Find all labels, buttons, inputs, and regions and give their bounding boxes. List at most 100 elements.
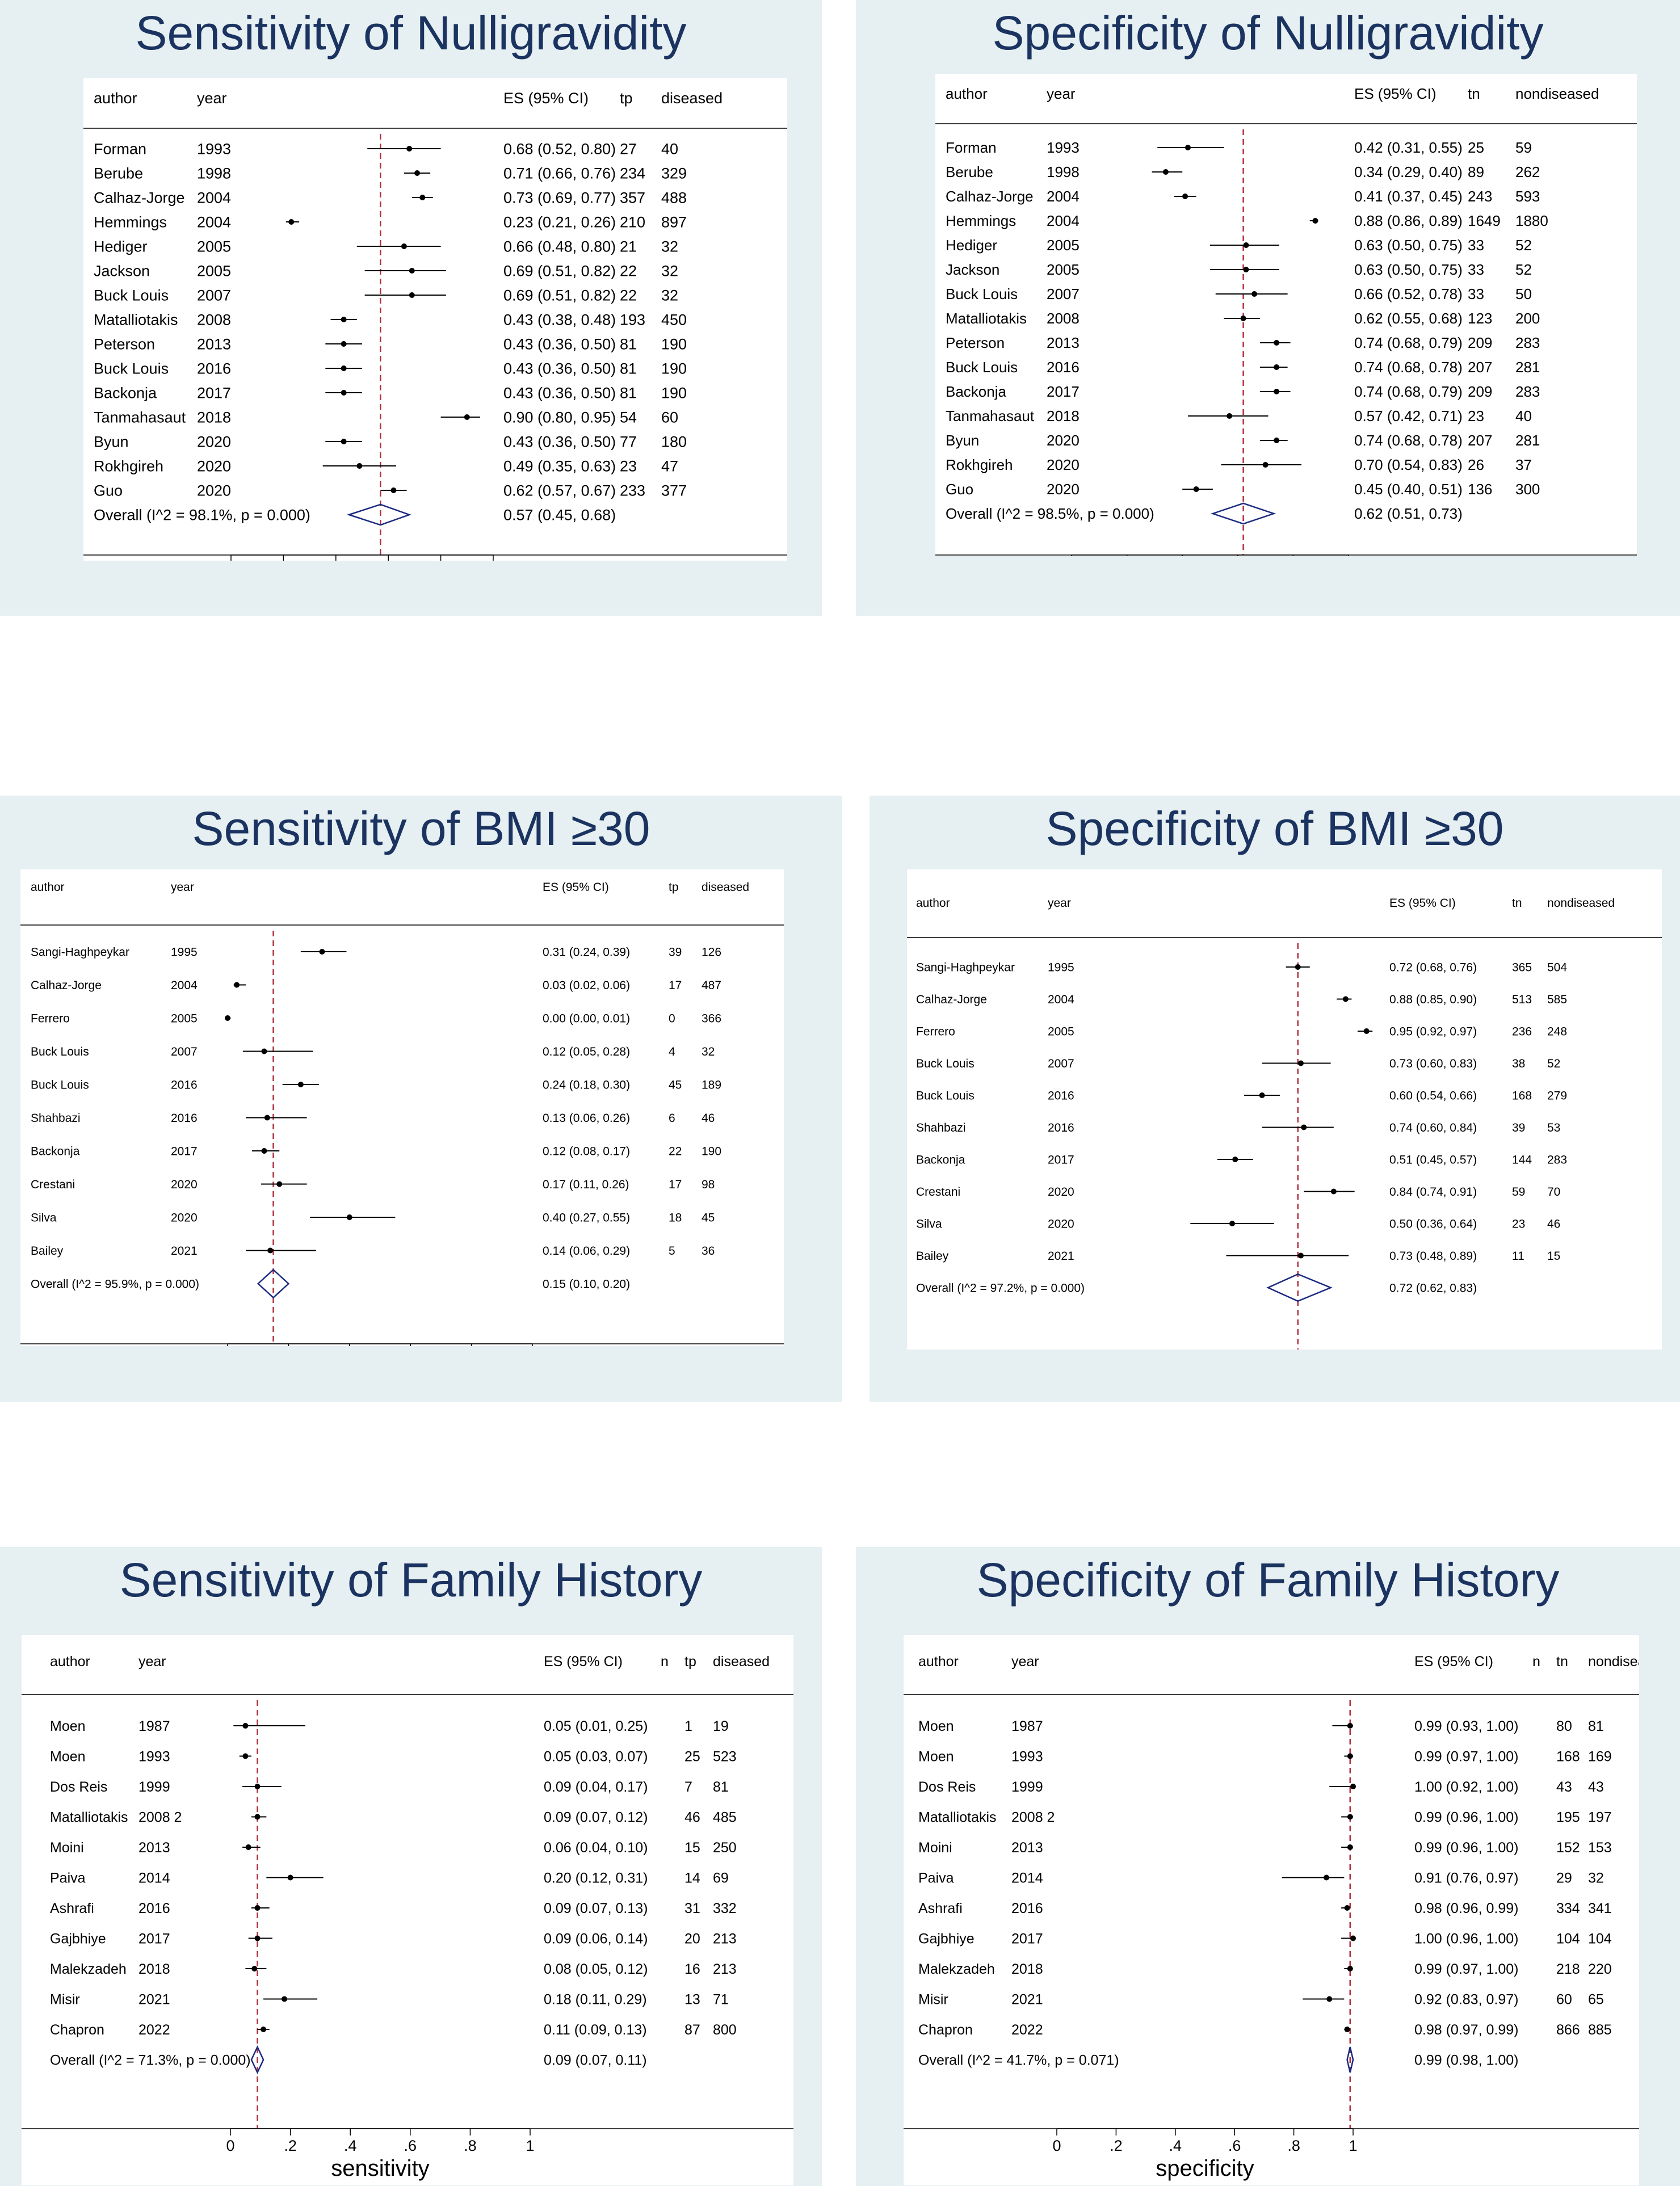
column-header: ES (95% CI) [543,881,609,894]
study-ci-label: 0.98 (0.96, 0.99) [1414,1901,1518,1916]
point-estimate [1344,2027,1350,2032]
overall-diamond [250,2045,264,2074]
column-header: diseased [661,90,723,107]
study-year: 1993 [1011,1748,1043,1764]
study-ci-label: 0.31 (0.24, 0.39) [543,945,630,959]
study-row: Moen 1987 0.99 (0.93, 1.00) 80 81 [918,1718,1604,1734]
study-author: Bailey [916,1250,949,1263]
study-row: Calhaz-Jorge 2004 0.03 (0.02, 0.06) 17 487 [31,979,721,992]
study-author: Ashrafi [50,1901,94,1916]
study-count: 47 [661,457,678,474]
study-count: 248 [1547,1025,1567,1038]
study-count: 45 [702,1211,715,1224]
overall-row: Overall (I^2 = 95.9%, p = 0.000) 0.15 (0.… [31,1268,630,1299]
study-count: 25 [684,1748,700,1764]
overall-row: Overall (I^2 = 71.3%, p = 0.000) 0.09 (0.… [50,2045,647,2074]
study-year: 2005 [171,1012,198,1025]
study-author: Buck Louis [94,360,169,377]
point-estimate [401,243,407,249]
study-ci-label: 0.51 (0.45, 0.57) [1389,1153,1477,1166]
study-ci-label: 0.03 (0.02, 0.06) [543,979,630,992]
point-estimate [356,463,363,469]
x-axis: 0 .2 .4 .6 .8 1 specificity [1052,2128,1358,2181]
point-estimate [242,1753,249,1759]
study-count: 31 [684,1901,700,1916]
study-author: Shahbazi [916,1121,966,1134]
point-estimate [1274,340,1280,346]
study-author: Byun [946,432,979,449]
study-author: Buck Louis [31,1078,89,1091]
study-count: 366 [702,1012,721,1025]
study-count: 39 [669,945,682,959]
column-header: ES (95% CI) [1389,897,1456,910]
study-ci-label: 0.99 (0.93, 1.00) [1414,1718,1518,1734]
study-year: 2013 [138,1840,170,1856]
study-count: 77 [620,433,637,450]
column-header: author [918,1654,959,1670]
study-author: Guo [94,482,123,499]
study-count: 209 [1468,383,1492,400]
study-count: 485 [713,1809,737,1825]
chart-title: Sensitivity of BMI ≥30 [192,802,650,855]
study-year: 2013 [1011,1840,1043,1856]
study-author: Malekzadeh [50,1961,127,1977]
forest-plot-panel-sensitivity-of-family-history: Sensitivity of Family History author year E… [0,1547,822,2186]
study-ci-label: 0.49 (0.35, 0.63) [503,457,616,474]
study-author: Matalliotakis [50,1809,128,1825]
column-header: author [94,90,137,107]
study-author: Malekzadeh [918,1961,995,1977]
study-ci-label: 0.34 (0.29, 0.40) [1354,163,1463,180]
study-count: 197 [1588,1809,1612,1825]
study-author: Bailey [31,1245,64,1258]
study-ci-label: 0.74 (0.68, 0.78) [1354,432,1463,449]
study-ci-label: 0.14 (0.06, 0.29) [543,1245,630,1258]
point-estimate [319,949,325,955]
study-count: 15 [1547,1250,1560,1263]
study-row: Calhaz-Jorge 2004 0.41 (0.37, 0.45) 243 593 [946,188,1540,205]
study-author: Gajbhiye [50,1931,106,1947]
study-ci-label: 0.00 (0.00, 0.01) [543,1012,630,1025]
study-year: 1993 [197,140,231,157]
study-row: Moen 1993 0.99 (0.97, 1.00) 168 169 [918,1748,1612,1764]
study-ci-label: 0.41 (0.37, 0.45) [1354,188,1463,205]
study-row: Chapron 2022 0.11 (0.09, 0.13) 87 800 [50,2022,737,2038]
study-count: 190 [661,335,687,352]
point-estimate [1363,1028,1370,1034]
point-estimate [341,365,347,371]
study-author: Calhaz-Jorge [946,188,1034,205]
point-estimate [261,1148,267,1154]
study-author: Backonja [916,1153,965,1166]
study-row: Chapron 2022 0.98 (0.97, 0.99) 866 885 [918,2022,1612,2038]
point-estimate [390,487,397,493]
study-count: 283 [1515,383,1540,400]
study-count: 885 [1588,2022,1612,2038]
study-row: Buck Louis 2016 0.60 (0.54, 0.66) 168 279 [916,1089,1567,1102]
study-ci-label: 0.73 (0.69, 0.77) [503,189,616,206]
point-estimate [1297,1252,1304,1259]
study-year: 2016 [1011,1901,1043,1916]
point-estimate [1182,194,1188,199]
study-row: Buck Louis 2007 0.73 (0.60, 0.83) 38 52 [916,1057,1560,1070]
study-author: Moini [918,1840,952,1856]
study-year: 2022 [1011,2022,1043,2038]
study-row: Tanmahasaut 2018 0.57 (0.42, 0.71) 23 40 [946,407,1532,424]
point-estimate [1312,218,1318,224]
study-author: Moen [50,1748,86,1764]
study-year: 2018 [138,1961,170,1977]
study-author: Chapron [50,2022,104,2038]
study-row: Byun 2020 0.74 (0.68, 0.78) 207 281 [946,432,1540,449]
point-estimate [245,1844,251,1850]
study-count: 1 [684,1718,692,1734]
study-count: 209 [1468,334,1492,351]
column-header: ES (95% CI) [1414,1654,1493,1670]
study-count: 17 [669,979,682,992]
study-author: Shahbazi [31,1112,81,1125]
study-year: 2016 [1047,359,1080,376]
study-count: 36 [702,1245,715,1258]
x-axis-label: sensitivity [331,2156,429,2181]
x-axis: 0 .2 .4 .6 .8 1 sensitivity [226,2128,535,2181]
study-row: Misir 2021 0.92 (0.83, 0.97) 60 65 [918,1991,1604,2007]
study-year: 1998 [1047,163,1080,180]
study-row: Rokhgireh 2020 0.49 (0.35, 0.63) 23 47 [94,457,678,474]
study-count: 32 [1588,1870,1604,1886]
